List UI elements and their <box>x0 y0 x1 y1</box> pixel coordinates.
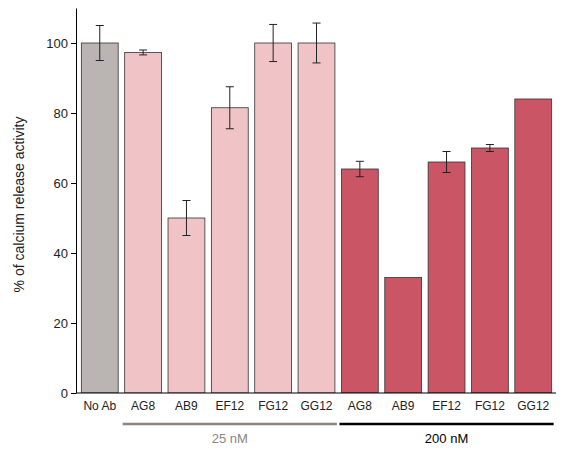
y-tick-label: 80 <box>54 106 68 121</box>
y-axis: 0 20 40 60 80 100 <box>46 9 76 401</box>
error-bar <box>226 87 234 129</box>
x-tick: EF12 <box>215 393 244 413</box>
x-tick-label: No Ab <box>83 399 116 413</box>
y-tick-mark <box>71 323 76 324</box>
x-tick-label: GG12 <box>517 399 549 413</box>
x-tick-label: AG8 <box>348 399 372 413</box>
bar <box>515 99 552 393</box>
chart: 0 20 40 60 80 100 No Ab AG8 AB9 EF12 FG12 GG12 AG8 AB… <box>0 0 566 455</box>
y-tick-mark <box>71 253 76 254</box>
y-tick-label: 0 <box>61 386 68 401</box>
error-bar <box>486 145 494 152</box>
x-tick: FG12 <box>475 393 505 413</box>
bar <box>211 108 248 393</box>
group-label: 25 nM <box>212 431 248 446</box>
y-axis-line <box>76 9 77 394</box>
error-bar-line <box>182 201 190 236</box>
error-bar-line <box>139 50 147 55</box>
error-bar <box>269 24 277 61</box>
group: 200 nM <box>339 424 553 446</box>
x-tick: AG8 <box>348 393 372 413</box>
error-bar <box>139 50 147 55</box>
x-tick-label: AB9 <box>392 399 415 413</box>
error-bar-line <box>269 24 277 61</box>
bar <box>385 278 422 394</box>
y-tick-label: 100 <box>46 36 68 51</box>
bar <box>471 148 508 393</box>
bar <box>341 169 378 393</box>
error-bar <box>313 23 321 63</box>
group-label: 200 nM <box>425 431 468 446</box>
bar <box>125 52 162 393</box>
error-bar-line <box>486 145 494 152</box>
bar <box>298 43 335 393</box>
y-tick: 20 <box>54 316 76 331</box>
error-bar-line <box>356 161 364 176</box>
error-bar <box>356 161 364 176</box>
bar <box>168 218 205 393</box>
group: 25 nM <box>123 424 337 446</box>
y-tick-mark <box>71 43 76 44</box>
y-tick-label: 60 <box>54 176 68 191</box>
x-axis-line <box>76 393 556 394</box>
y-tick: 100 <box>46 36 76 51</box>
x-tick-label: FG12 <box>475 399 505 413</box>
y-tick-mark <box>71 183 76 184</box>
x-tick-label: GG12 <box>300 399 332 413</box>
bar <box>81 43 118 393</box>
x-tick-label: EF12 <box>215 399 244 413</box>
error-bar <box>182 201 190 236</box>
x-tick: No Ab <box>83 393 116 413</box>
error-bar-line <box>313 23 321 63</box>
y-axis-title: % of calcium release activity <box>11 117 27 293</box>
x-tick: EF12 <box>432 393 461 413</box>
x-tick: GG12 <box>300 393 332 413</box>
error-bar-line <box>226 87 234 129</box>
y-tick: 40 <box>54 246 76 261</box>
x-tick-label: EF12 <box>432 399 461 413</box>
error-bar-line <box>443 152 451 173</box>
x-tick: AB9 <box>392 393 415 413</box>
error-bar <box>96 26 104 61</box>
x-tick: GG12 <box>517 393 549 413</box>
y-tick: 80 <box>54 106 76 121</box>
x-tick-label: FG12 <box>258 399 288 413</box>
x-tick-label: AG8 <box>131 399 155 413</box>
x-tick: FG12 <box>258 393 288 413</box>
y-tick-label: 20 <box>54 316 68 331</box>
plot-area <box>81 23 551 393</box>
x-tick-label: AB9 <box>175 399 198 413</box>
group-line <box>339 423 553 426</box>
x-tick: AG8 <box>131 393 155 413</box>
y-tick: 0 <box>61 386 76 401</box>
y-tick-mark <box>71 113 76 114</box>
bar <box>428 162 465 393</box>
x-axis: No Ab AG8 AB9 EF12 FG12 GG12 AG8 AB9 EF12 FG12 GG1… <box>76 393 556 413</box>
error-bar-line <box>96 26 104 61</box>
y-tick-label: 40 <box>54 246 68 261</box>
bar <box>255 43 292 393</box>
error-bar <box>443 152 451 173</box>
x-tick: AB9 <box>175 393 198 413</box>
y-tick: 60 <box>54 176 76 191</box>
group-line <box>123 423 337 426</box>
y-tick-mark <box>71 393 76 394</box>
